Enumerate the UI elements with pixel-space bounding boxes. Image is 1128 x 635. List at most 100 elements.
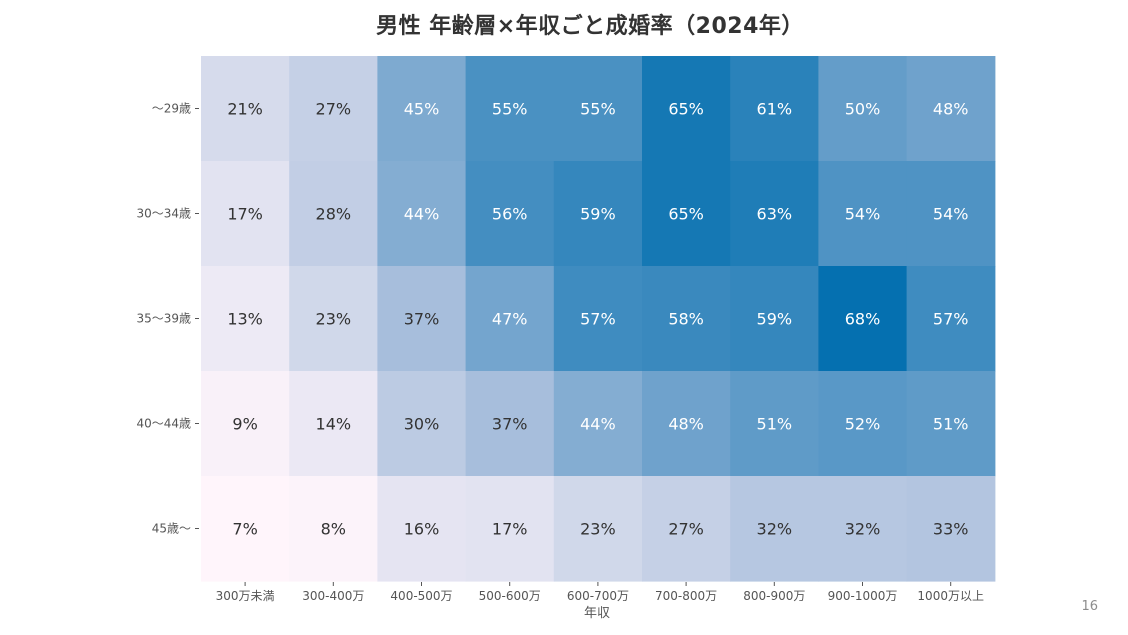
heatmap-cell xyxy=(906,161,996,267)
heatmap-cell-label: 59% xyxy=(580,205,616,224)
heatmap-cell xyxy=(730,56,819,162)
heatmap-cell-label: 55% xyxy=(492,100,528,119)
heatmap-cell-label: 52% xyxy=(845,415,881,434)
heatmap-cell xyxy=(377,56,467,162)
y-axis-ticks: 〜29歳 30〜34歳 35〜39歳 40〜44歳 45歳〜 xyxy=(136,102,199,536)
heatmap-cell xyxy=(289,56,378,162)
heatmap-cell-label: 55% xyxy=(580,100,616,119)
heatmap-cell xyxy=(201,56,290,162)
heatmap-cell-label: 51% xyxy=(933,415,969,434)
heatmap-cell-label: 32% xyxy=(757,520,793,539)
heatmap-cell xyxy=(201,371,290,477)
page-number: 16 xyxy=(1081,599,1098,614)
heatmap-cell-label: 28% xyxy=(316,205,352,224)
heatmap-cell-label: 51% xyxy=(757,415,793,434)
heatmap-cell xyxy=(818,56,908,162)
heatmap-cell xyxy=(465,56,555,162)
heatmap-cell-label: 23% xyxy=(316,310,352,329)
heatmap-cell-label: 13% xyxy=(227,310,263,329)
heatmap-cell-labels: 21% 27% 45% 55% 55% 65% 61% 50% 48% 17% 28% 44% 56% 5… xyxy=(227,100,968,539)
heatmap-cell-label: 44% xyxy=(580,415,616,434)
heatmap-cell-label: 8% xyxy=(321,520,346,539)
heatmap-cell xyxy=(289,371,378,477)
heatmap-cell-label: 21% xyxy=(227,100,263,119)
heatmap-cell xyxy=(906,371,996,477)
x-tick-label: 900-1000万 xyxy=(828,589,898,603)
heatmap-cell-label: 63% xyxy=(757,205,793,224)
heatmap-cell xyxy=(377,476,467,582)
heatmap-cell-label: 32% xyxy=(845,520,881,539)
x-axis-label: 年収 xyxy=(584,606,610,621)
heatmap-cell xyxy=(465,266,555,372)
heatmap-cell xyxy=(553,371,643,477)
heatmap-cell-label: 48% xyxy=(933,100,969,119)
heatmap-cell-label: 54% xyxy=(845,205,881,224)
heatmap-cell xyxy=(642,476,731,582)
heatmap-cell-label: 7% xyxy=(232,520,257,539)
heatmap-cell-label: 65% xyxy=(668,205,704,224)
heatmap-cell xyxy=(730,476,819,582)
heatmap-cell-label: 47% xyxy=(492,310,528,329)
heatmap-cell-label: 68% xyxy=(845,310,881,329)
heatmap-cell xyxy=(465,161,555,267)
heatmap-cell xyxy=(289,266,378,372)
heatmap-cells xyxy=(201,56,996,582)
heatmap-cell-label: 45% xyxy=(404,100,440,119)
heatmap-cell-label: 54% xyxy=(933,205,969,224)
y-tick-label: 35〜39歳 xyxy=(136,312,191,326)
x-tick-label: 300万未満 xyxy=(216,589,275,603)
heatmap-cell xyxy=(289,476,378,582)
heatmap-cell-label: 30% xyxy=(404,415,440,434)
x-tick-label: 1000万以上 xyxy=(917,589,984,603)
heatmap-cell-label: 27% xyxy=(668,520,704,539)
heatmap-cell xyxy=(465,476,555,582)
x-tick-label: 700-800万 xyxy=(655,589,717,603)
heatmap-cell xyxy=(642,56,731,162)
x-tick-label: 600-700万 xyxy=(567,589,629,603)
heatmap-cell xyxy=(642,266,731,372)
heatmap-cell-label: 23% xyxy=(580,520,616,539)
heatmap-cell-label: 56% xyxy=(492,205,528,224)
heatmap-cell-label: 16% xyxy=(404,520,440,539)
heatmap-cell-label: 9% xyxy=(232,415,257,434)
heatmap-cell-label: 57% xyxy=(933,310,969,329)
heatmap-cell xyxy=(818,476,908,582)
heatmap-cell-label: 50% xyxy=(845,100,881,119)
y-tick-label: 45歳〜 xyxy=(152,522,191,536)
heatmap-cell xyxy=(818,266,908,372)
heatmap-cell-label: 33% xyxy=(933,520,969,539)
heatmap-cell-label: 59% xyxy=(757,310,793,329)
heatmap-cell xyxy=(553,56,643,162)
heatmap-cell-label: 61% xyxy=(757,100,793,119)
heatmap-cell xyxy=(201,266,290,372)
x-tick-label: 300-400万 xyxy=(302,589,364,603)
heatmap-cell xyxy=(730,161,819,267)
heatmap-cell xyxy=(553,266,643,372)
x-axis-ticks: 300万未満 300-400万 400-500万 500-600万 600-700万 70… xyxy=(216,582,984,603)
heatmap-cell xyxy=(201,161,290,267)
heatmap-cell xyxy=(377,266,467,372)
heatmap-cell-label: 14% xyxy=(316,415,352,434)
heatmap-cell-label: 65% xyxy=(668,100,704,119)
heatmap-cell xyxy=(553,161,643,267)
x-tick-label: 400-500万 xyxy=(390,589,452,603)
heatmap-cell xyxy=(642,161,731,267)
heatmap-cell xyxy=(730,266,819,372)
heatmap-cell xyxy=(906,56,996,162)
heatmap-cell xyxy=(818,371,908,477)
heatmap-cell xyxy=(730,371,819,477)
heatmap-cell-label: 44% xyxy=(404,205,440,224)
heatmap-cell xyxy=(906,476,996,582)
heatmap-cell-label: 37% xyxy=(404,310,440,329)
heatmap-cell-label: 27% xyxy=(316,100,352,119)
heatmap-cell-label: 17% xyxy=(227,205,263,224)
heatmap-cell xyxy=(906,266,996,372)
y-tick-label: 30〜34歳 xyxy=(136,207,191,221)
heatmap-cell xyxy=(377,161,467,267)
heatmap-cell xyxy=(201,476,290,582)
heatmap-cell xyxy=(553,476,643,582)
y-tick-label: 40〜44歳 xyxy=(136,417,191,431)
heatmap-cell-label: 37% xyxy=(492,415,528,434)
heatmap-cell xyxy=(818,161,908,267)
